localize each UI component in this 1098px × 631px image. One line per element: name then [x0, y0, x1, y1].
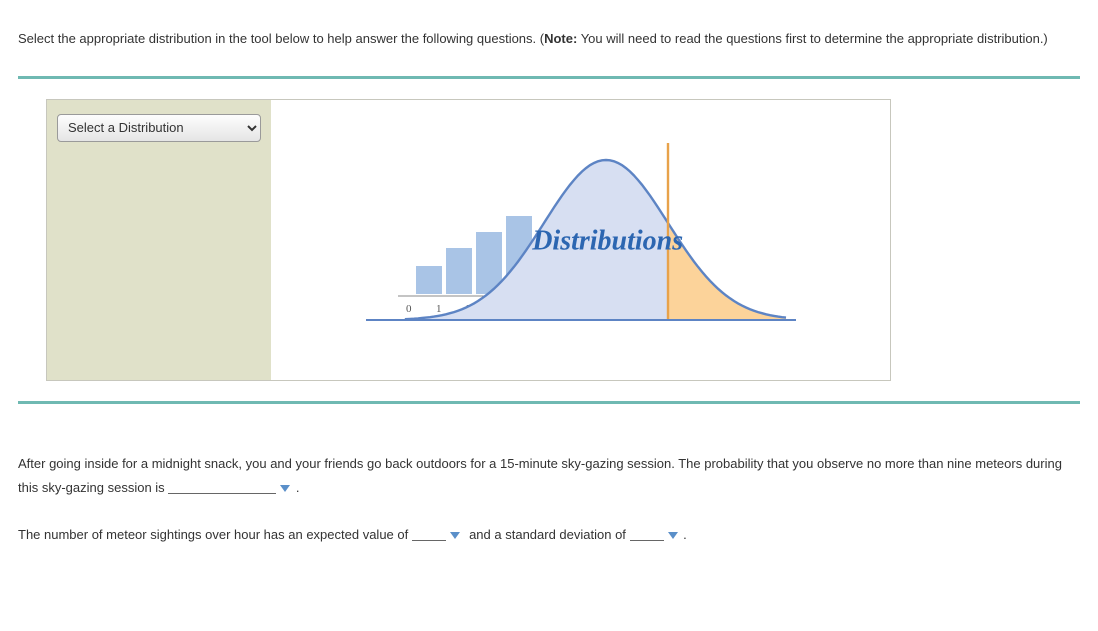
- q2-text-b: and a standard deviation of: [469, 527, 629, 542]
- q1-answer-blank[interactable]: [168, 493, 276, 494]
- tool-graphic: 0123 Distributions: [271, 100, 890, 380]
- dropdown-icon[interactable]: [450, 532, 460, 539]
- tool-container: Select a Distribution 0123 Distributions: [18, 76, 1080, 404]
- q1-text-a: After going inside for a midnight snack,…: [18, 456, 1062, 496]
- svg-text:1: 1: [436, 303, 442, 315]
- q1-text-b: .: [296, 480, 300, 495]
- note-label: Note:: [544, 31, 577, 46]
- svg-text:0: 0: [406, 303, 412, 315]
- question-1: After going inside for a midnight snack,…: [18, 452, 1080, 501]
- question-2: The number of meteor sightings over hour…: [18, 523, 1080, 548]
- distribution-illustration: 0123: [346, 125, 816, 355]
- q2-text-a: The number of meteor sightings over hour…: [18, 527, 412, 542]
- tool-panel: Select a Distribution 0123 Distributions: [46, 99, 891, 381]
- tool-sidebar: Select a Distribution: [47, 100, 271, 380]
- q2-text-c: .: [683, 527, 687, 542]
- distribution-select[interactable]: Select a Distribution: [57, 114, 261, 142]
- instructions-suffix: You will need to read the questions firs…: [577, 31, 1047, 46]
- instructions-text: Select the appropriate distribution in t…: [18, 27, 1080, 52]
- q2-stddev-blank[interactable]: [630, 540, 664, 541]
- instructions-prefix: Select the appropriate distribution in t…: [18, 31, 544, 46]
- dropdown-icon[interactable]: [668, 532, 678, 539]
- q2-expected-blank[interactable]: [412, 540, 446, 541]
- dropdown-icon[interactable]: [280, 485, 290, 492]
